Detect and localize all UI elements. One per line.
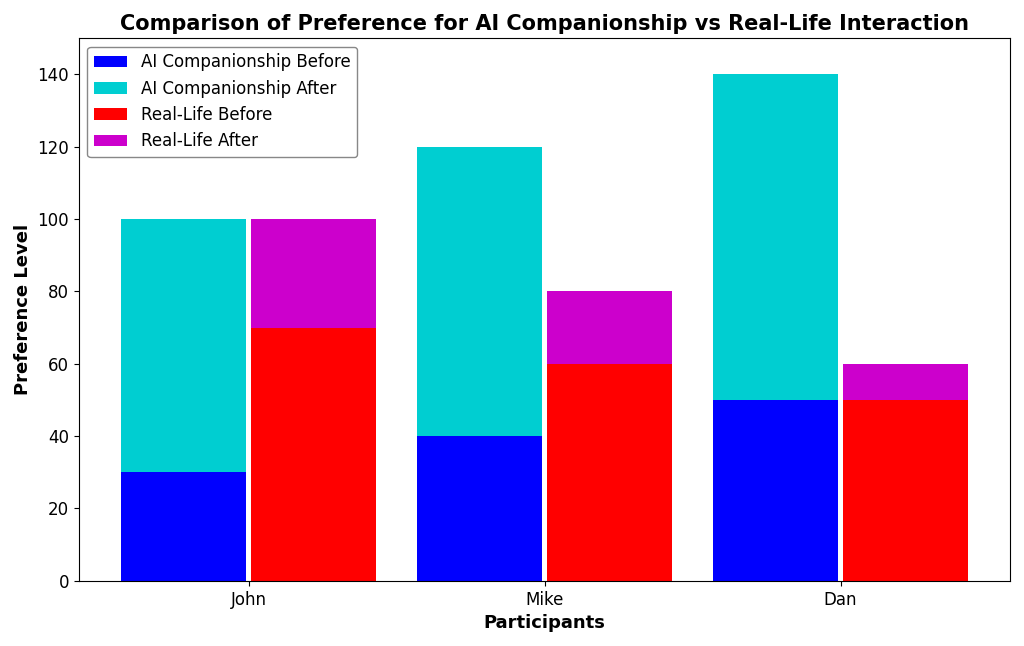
Bar: [714, 74, 838, 400]
Bar: [417, 436, 542, 581]
Bar: [121, 472, 246, 581]
Y-axis label: Preference Level: Preference Level: [14, 224, 32, 395]
Bar: [714, 400, 838, 581]
Bar: [252, 328, 376, 581]
Bar: [548, 364, 672, 581]
Bar: [417, 147, 542, 436]
Bar: [252, 219, 376, 328]
X-axis label: Participants: Participants: [483, 614, 605, 632]
Bar: [121, 219, 246, 472]
Bar: [844, 400, 968, 581]
Legend: AI Companionship Before, AI Companionship After, Real-Life Before, Real-Life Aft: AI Companionship Before, AI Companionshi…: [87, 47, 357, 157]
Title: Comparison of Preference for AI Companionship vs Real-Life Interaction: Comparison of Preference for AI Companio…: [120, 14, 969, 34]
Bar: [548, 291, 672, 364]
Bar: [844, 364, 968, 400]
